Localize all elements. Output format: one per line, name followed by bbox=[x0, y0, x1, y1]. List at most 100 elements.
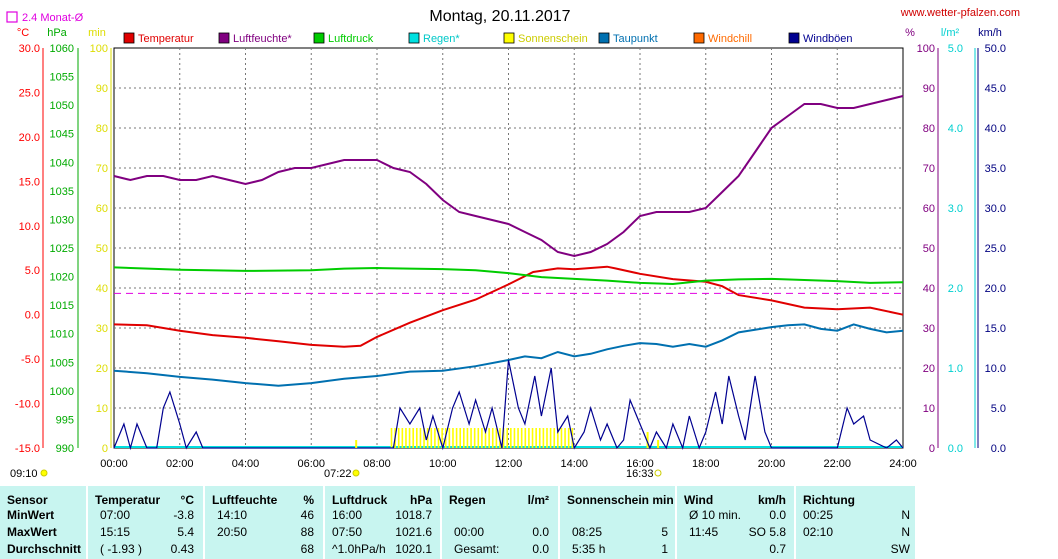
sunshine-bar bbox=[423, 428, 425, 448]
table-cell: SO 5.8 bbox=[748, 525, 786, 539]
tick-label-pressure: 1005 bbox=[50, 357, 74, 369]
weather-chart: Montag, 20.11.2017 www.wetter-pfalzen.com… bbox=[6, 7, 1020, 480]
table-cell: Ø 10 min. bbox=[689, 508, 742, 522]
table-cell: 00:00 bbox=[454, 525, 485, 539]
table-cell: 5 bbox=[661, 525, 668, 539]
tick-label-pressure: 1055 bbox=[50, 72, 74, 84]
sunshine-bar bbox=[459, 428, 462, 448]
tick-label-rain: 1.0 bbox=[948, 363, 963, 375]
legend-swatch bbox=[313, 32, 325, 44]
tick-label-humidity: 80 bbox=[923, 123, 935, 135]
sunshine-bar bbox=[553, 428, 556, 448]
legend-label: Taupunkt bbox=[613, 33, 658, 45]
table-cell: 1021.6 bbox=[395, 525, 432, 539]
tick-label-humidity: 40 bbox=[923, 283, 935, 295]
tick-label-pressure: 1025 bbox=[50, 243, 74, 255]
sunshine-bar bbox=[448, 428, 451, 448]
tick-label-wind: 0.0 bbox=[991, 443, 1006, 455]
sunshine-bar bbox=[426, 428, 429, 448]
sunshine-bar bbox=[473, 428, 476, 448]
sunshine-bar bbox=[528, 428, 530, 448]
sunshine-bar bbox=[542, 428, 545, 448]
axis-unit-temp: °C bbox=[17, 27, 29, 39]
tick-label-pressure: 1060 bbox=[50, 43, 74, 55]
tick-label-sun: 40 bbox=[96, 283, 108, 295]
table-row-label: MaxWert bbox=[7, 525, 57, 539]
tick-label-pressure: 1035 bbox=[50, 186, 74, 198]
table-cell: 0.0 bbox=[769, 508, 786, 522]
tick-label-wind: 20.0 bbox=[985, 283, 1006, 295]
sunshine-bar bbox=[434, 428, 436, 448]
axis-unit-wind: km/h bbox=[978, 27, 1002, 39]
sunshine-bar bbox=[517, 428, 519, 448]
table-column bbox=[325, 486, 440, 559]
x-tick-label: 00:00 bbox=[100, 458, 128, 470]
table-cell: 0.0 bbox=[532, 542, 549, 556]
sunshine-bar bbox=[491, 428, 494, 448]
sunshine-bar bbox=[481, 428, 483, 448]
tick-label-pressure: 1020 bbox=[50, 272, 74, 284]
sunshine-bar bbox=[477, 428, 480, 448]
sunshine-bar bbox=[546, 428, 548, 448]
x-tick-label: 12:00 bbox=[495, 458, 523, 470]
tick-label-wind: 50.0 bbox=[985, 43, 1006, 55]
tick-label-wind: 40.0 bbox=[985, 123, 1006, 135]
table-header: Sonnenschein min bbox=[567, 493, 674, 507]
chart-title: Montag, 20.11.2017 bbox=[429, 8, 570, 25]
table-column bbox=[88, 486, 203, 559]
tick-label-temp: 0.0 bbox=[25, 310, 40, 322]
table-row-label: Durchschnitt bbox=[7, 542, 82, 556]
tick-label-rain: 0.0 bbox=[948, 443, 963, 455]
table-unit: l/m² bbox=[527, 493, 549, 507]
tick-label-temp: 15.0 bbox=[19, 176, 40, 188]
tick-label-sun: 100 bbox=[90, 43, 108, 55]
tick-label-sun: 10 bbox=[96, 403, 108, 415]
table-cell: 46 bbox=[300, 508, 314, 522]
sunshine-bar bbox=[430, 428, 433, 448]
table-row-label: MinWert bbox=[7, 508, 55, 522]
site-link: www.wetter-pfalzen.com bbox=[900, 7, 1020, 19]
sunshine-bar bbox=[549, 428, 552, 448]
tick-label-sun: 90 bbox=[96, 83, 108, 95]
sunshine-bar bbox=[484, 428, 487, 448]
table-cell: 02:10 bbox=[803, 525, 834, 539]
sunshine-bar bbox=[538, 428, 541, 448]
axis-unit-sun: min bbox=[88, 27, 106, 39]
axis-unit-rain: l/m² bbox=[941, 27, 960, 39]
table-unit: hPa bbox=[409, 493, 432, 507]
tick-label-temp: 30.0 bbox=[19, 43, 40, 55]
sunshine-bar bbox=[401, 428, 404, 448]
table-cell: 1020.1 bbox=[395, 542, 432, 556]
table-cell: 14:10 bbox=[217, 508, 248, 522]
sunshine-bar bbox=[452, 428, 454, 448]
tick-label-rain: 5.0 bbox=[948, 43, 963, 55]
series-line-2 bbox=[113, 266, 904, 286]
axis-unit-humidity: % bbox=[905, 27, 915, 39]
legend-swatch bbox=[503, 32, 515, 44]
x-tick-label: 14:00 bbox=[560, 458, 588, 470]
table-cell: 68 bbox=[300, 542, 314, 556]
tick-label-humidity: 30 bbox=[923, 323, 935, 335]
sunshine-bar bbox=[437, 428, 440, 448]
tick-label-wind: 35.0 bbox=[985, 163, 1006, 175]
tick-label-humidity: 10 bbox=[923, 403, 935, 415]
x-tick-label: 24:00 bbox=[889, 458, 917, 470]
table-header: Luftfeuchte bbox=[212, 493, 278, 507]
corner-sun-icon bbox=[40, 469, 48, 477]
tick-label-pressure: 1050 bbox=[50, 100, 74, 112]
tick-label-temp: 25.0 bbox=[19, 87, 40, 99]
table-column bbox=[560, 486, 675, 559]
x-tick-label: 22:00 bbox=[823, 458, 851, 470]
tick-label-humidity: 90 bbox=[923, 83, 935, 95]
sunshine-bar bbox=[495, 428, 498, 448]
table-cell: 88 bbox=[300, 525, 314, 539]
tick-label-pressure: 1030 bbox=[50, 214, 74, 226]
table-cell: 07:50 bbox=[332, 525, 363, 539]
legend-swatch bbox=[218, 32, 230, 44]
sunrise-label: 07:22 bbox=[324, 468, 352, 480]
tick-label-sun: 80 bbox=[96, 123, 108, 135]
legend-label: Windchill bbox=[708, 33, 752, 45]
tick-label-wind: 5.0 bbox=[991, 403, 1006, 415]
table-cell: 00:25 bbox=[803, 508, 834, 522]
table-unit: km/h bbox=[757, 493, 786, 507]
